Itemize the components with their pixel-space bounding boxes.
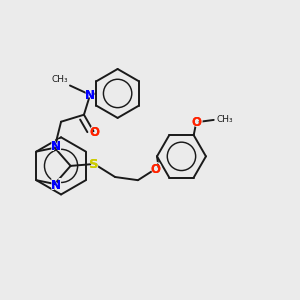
Text: O: O xyxy=(190,115,203,130)
Text: N: N xyxy=(85,88,95,101)
Text: O: O xyxy=(150,163,161,176)
Text: O: O xyxy=(149,162,162,177)
Text: S: S xyxy=(88,157,99,172)
Text: O: O xyxy=(150,163,161,176)
Text: CH₃: CH₃ xyxy=(51,75,68,84)
Text: N: N xyxy=(51,140,61,153)
Text: N: N xyxy=(51,140,61,153)
Text: O: O xyxy=(89,126,99,139)
Text: N: N xyxy=(51,179,61,192)
Text: O: O xyxy=(89,126,99,139)
Text: O: O xyxy=(191,116,201,129)
Text: N: N xyxy=(84,88,96,103)
Text: N: N xyxy=(50,178,62,193)
Text: CH₃: CH₃ xyxy=(216,116,233,124)
Text: N: N xyxy=(85,88,95,101)
Text: S: S xyxy=(89,158,98,171)
Text: O: O xyxy=(88,125,100,140)
Text: N: N xyxy=(51,179,61,192)
Text: O: O xyxy=(191,116,201,129)
Text: S: S xyxy=(89,158,98,171)
Text: N: N xyxy=(50,139,62,154)
